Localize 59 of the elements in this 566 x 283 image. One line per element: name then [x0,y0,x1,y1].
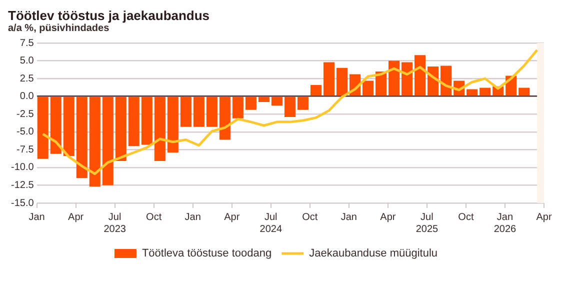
bar [63,96,74,156]
bar [518,88,530,96]
bar [466,89,478,96]
x-tick-label: Jul 2023 [104,212,126,235]
bar [402,62,413,96]
bar [336,68,348,96]
legend-label: Töötleva tööstuse toodang [142,248,272,260]
x-tick-label: Jan [184,212,201,223]
bar [89,96,100,187]
x-tick-label: Apr [224,212,240,223]
x-tick-label: Apr [68,212,84,223]
x-tick-label: Oct [458,212,474,223]
bar [37,96,48,159]
y-tick-label: 7.5 [20,38,34,49]
bar [102,96,114,186]
bar [167,96,178,153]
bar [297,96,308,110]
x-tick-label: Apr [380,212,396,223]
bar [76,96,88,178]
bar [284,96,296,117]
bar [154,96,166,162]
y-tick-label: 2.5 [20,73,34,84]
bar [414,55,426,96]
bar [271,96,282,106]
bar [128,96,140,146]
bar [310,84,322,96]
bar [141,96,152,145]
bar [206,96,218,127]
x-tick-label: Oct [302,212,318,223]
bar [232,96,244,118]
x-tick-label: Apr [536,212,552,223]
legend-label: Jaekaubanduse müügitulu [309,248,438,260]
bar [180,96,192,127]
chart-title: Töötlev tööstus ja jaekaubandus [8,8,211,23]
y-tick-label: -15.0 [10,198,34,209]
x-tick-label: Jan 2026 [494,212,517,235]
bar [388,60,400,96]
x-tick-label: Oct [146,212,162,223]
y-tick-label: -10.0 [10,162,34,174]
x-tick-label: Jan [28,212,45,223]
bar [245,96,256,110]
y-tick-label: 0.0 [20,91,34,102]
y-tick-label: -12.5 [10,180,34,191]
x-tick-label: Jul 2024 [260,212,282,235]
bar [219,96,230,140]
y-tick-label: -5.0 [16,126,34,138]
bar [362,80,374,96]
y-tick-label: -2.5 [16,108,34,120]
bar [115,96,126,162]
bar [50,96,62,154]
y-tick-label: 5.0 [20,56,34,67]
bar [323,62,334,96]
bar [193,96,204,127]
y-tick-label: -7.5 [16,144,34,156]
bar [258,96,270,102]
x-tick-label: Jan [340,212,357,223]
chart-subtitle: a/a %, püsivhindades [8,23,110,34]
x-tick-label: Jul 2025 [416,212,439,235]
bar [480,88,491,96]
